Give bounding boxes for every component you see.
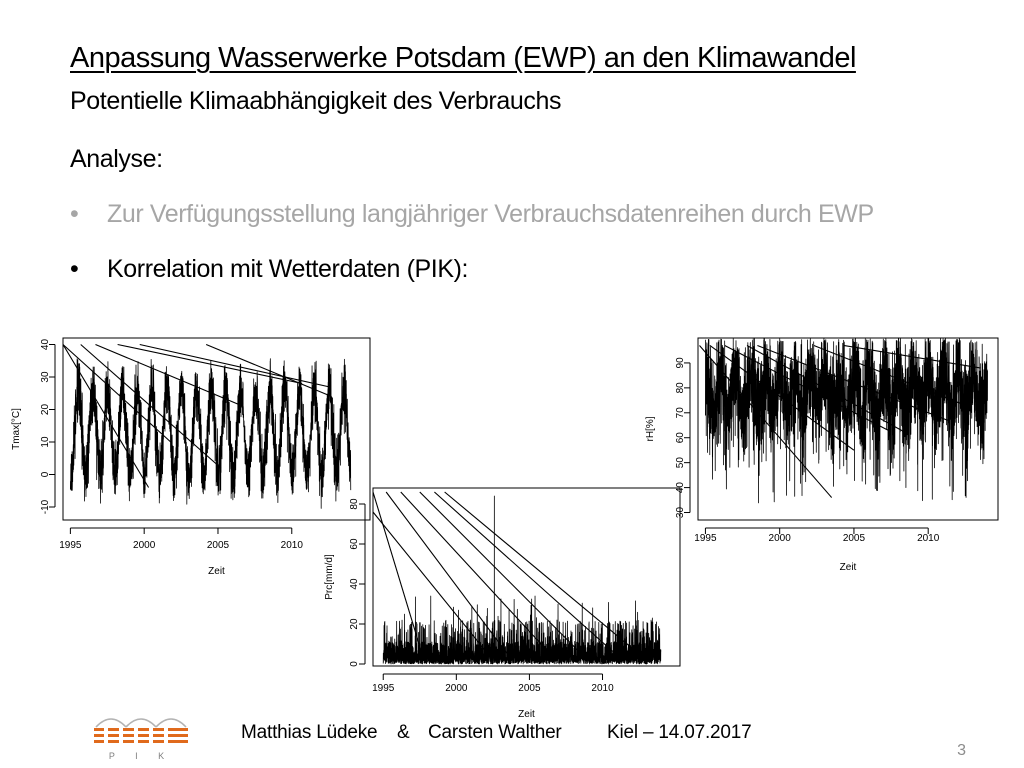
- regression-line: [757, 344, 948, 421]
- bullet-marker: •: [70, 255, 79, 283]
- x-tick-label: 2000: [445, 683, 468, 694]
- y-tick-label: 0: [349, 661, 360, 667]
- x-tick-label: 2000: [133, 540, 156, 551]
- regression-line: [117, 343, 303, 385]
- x-tick-label: 1995: [694, 533, 717, 544]
- slide-subtitle: Potentielle Klimaabhängigkeit des Verbra…: [70, 87, 562, 115]
- x-tick-label: 2010: [281, 540, 304, 551]
- rh-chart: 1995 2000 2005 2010 Zeit 30 40 50 60 70 80 90 rH[%]: [645, 337, 999, 573]
- y-tick-label: 50: [675, 457, 686, 469]
- regression-line: [372, 511, 494, 661]
- series-line: [705, 337, 988, 504]
- y-tick-label: 30: [675, 507, 686, 519]
- regression-line: [385, 491, 511, 659]
- regression-line: [813, 344, 966, 406]
- plot-frame: [372, 487, 681, 667]
- regression-line: [400, 491, 549, 653]
- y-tick-label: 70: [675, 407, 686, 419]
- regression-line: [843, 344, 981, 369]
- regression-line: [699, 345, 833, 498]
- y-tick-label: -10: [40, 499, 51, 514]
- regression-line: [434, 491, 621, 659]
- footer-ampersand: &: [397, 722, 410, 743]
- regression-line: [372, 491, 424, 657]
- x-tick-label: 2010: [917, 533, 940, 544]
- series-line: [382, 495, 662, 665]
- y-tick-label: 30: [40, 371, 51, 383]
- series-line: [69, 358, 352, 509]
- regression-line: [205, 343, 332, 398]
- plot-frame: [697, 337, 999, 521]
- bullet-marker: •: [70, 200, 79, 228]
- regression-line: [62, 344, 172, 443]
- regression-line: [62, 344, 150, 488]
- page-number: 3: [957, 742, 966, 759]
- footer-event: Kiel – 14.07.2017: [607, 722, 752, 743]
- tmax-chart: 1995 2000 2005 2010 Zeit -10 0 10 20 30 40 Tmax[°C]: [11, 337, 371, 577]
- bullet-text: Zur Verfügungsstellung langjähriger Verb…: [107, 200, 874, 228]
- footer-author-2: Carsten Walther: [428, 722, 562, 743]
- x-tick-label: 1995: [59, 540, 82, 551]
- pik-logo: P I K: [94, 718, 188, 761]
- regression-line: [444, 491, 647, 661]
- y-tick-label: 60: [675, 432, 686, 444]
- y-tick-label: 40: [349, 578, 360, 590]
- plot-frame: [62, 337, 371, 521]
- y-tick-label: 20: [40, 404, 51, 416]
- logo-letters: P I K: [109, 751, 173, 761]
- x-tick-label: 2005: [518, 683, 541, 694]
- x-axis-label: Zeit: [518, 709, 535, 720]
- bullet-item: • Zur Verfügungsstellung langjähriger Ver…: [70, 200, 874, 229]
- y-tick-label: 90: [675, 357, 686, 369]
- regression-line: [746, 344, 907, 434]
- footer-author-1: Matthias Lüdeke: [241, 722, 378, 743]
- x-axis-label: Zeit: [208, 566, 225, 577]
- y-axis-label: Prc[mm/d]: [324, 554, 335, 600]
- y-tick-label: 10: [40, 436, 51, 448]
- y-tick-label: 80: [675, 382, 686, 394]
- y-tick-label: 60: [349, 538, 360, 550]
- regression-line: [724, 344, 889, 431]
- slide-title: Anpassung Wasserwerke Potsdam (EWP) an d…: [70, 42, 856, 74]
- regression-line: [139, 343, 329, 388]
- y-tick-label: 40: [40, 339, 51, 351]
- x-axis-label: Zeit: [840, 562, 857, 573]
- x-tick-label: 2010: [591, 683, 614, 694]
- regression-line: [709, 345, 855, 451]
- y-tick-label: 80: [349, 498, 360, 510]
- regression-line: [95, 343, 244, 407]
- x-tick-label: 2005: [843, 533, 866, 544]
- y-axis-label: rH[%]: [645, 416, 656, 441]
- x-tick-label: 2005: [207, 540, 230, 551]
- y-tick-label: 0: [40, 471, 51, 477]
- regression-line: [419, 491, 584, 657]
- y-tick-label: 40: [675, 482, 686, 494]
- y-axis-label: Tmax[°C]: [11, 408, 22, 450]
- x-tick-label: 1995: [372, 683, 395, 694]
- regression-line: [80, 344, 222, 469]
- section-heading: Analyse:: [70, 145, 163, 173]
- prc-chart: 1995 2000 2005 2010 Zeit 0 20 40 60 80 Prc[mm/d]: [324, 487, 681, 720]
- y-tick-label: 20: [349, 618, 360, 630]
- bullet-item: • Korrelation mit Wetterdaten (PIK):: [70, 255, 468, 284]
- x-tick-label: 2000: [769, 533, 792, 544]
- bullet-text: Korrelation mit Wetterdaten (PIK):: [107, 255, 469, 283]
